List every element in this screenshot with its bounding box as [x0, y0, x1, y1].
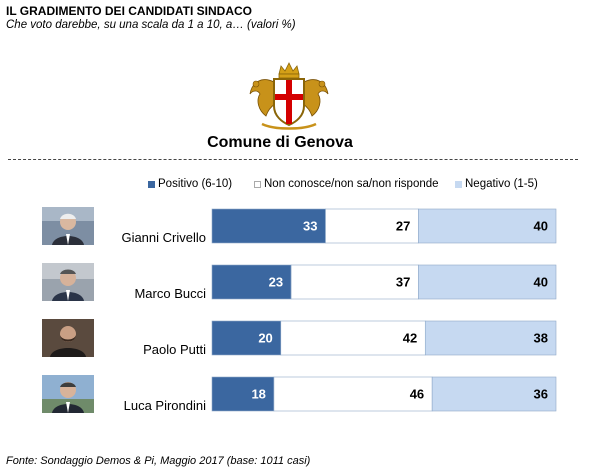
bar-positive — [211, 320, 282, 356]
data-label-negative: 40 — [534, 275, 548, 290]
bar-negative — [424, 320, 557, 356]
legend-swatch-neutral — [254, 180, 261, 188]
source-note: Fonte: Sondaggio Demos & Pi, Maggio 2017… — [6, 455, 311, 467]
divider — [8, 159, 578, 160]
data-label-positive: 18 — [251, 387, 265, 402]
candidate-name: Marco Bucci — [134, 286, 206, 301]
bar-neutral — [280, 320, 426, 356]
candidate-name: Gianni Crivello — [121, 230, 206, 245]
legend-item-negative: Negativo (1-5) — [455, 178, 538, 190]
bar-neutral — [325, 208, 419, 244]
candidate-name: Paolo Putti — [143, 342, 206, 357]
data-label-negative: 40 — [534, 219, 548, 234]
candidate-name: Luca Pirondini — [123, 398, 206, 413]
data-label-neutral: 42 — [403, 331, 417, 346]
logo-caption: Comune di Genova — [207, 134, 353, 151]
legend-label-neutral: Non conosce/non sa/non risponde — [264, 178, 439, 190]
legend-item-neutral: Non conosce/non sa/non risponde — [254, 178, 439, 190]
bar-negative — [431, 376, 557, 412]
bar-negative — [418, 208, 557, 244]
bar-neutral — [273, 376, 433, 412]
bars-plot: 33 27 40 23 37 40 20 42 38 18 46 36 — [211, 208, 557, 412]
data-label-neutral: 27 — [396, 219, 410, 234]
data-label-neutral: 46 — [410, 387, 424, 402]
comune-di-genova-crest-icon — [249, 62, 329, 130]
data-label-positive: 23 — [269, 275, 283, 290]
chart-subtitle: Che voto darebbe, su una scala da 1 a 10… — [6, 19, 296, 31]
legend-label-positive: Positivo (6-10) — [158, 178, 233, 190]
data-label-negative: 36 — [534, 387, 548, 402]
legend-label-negative: Negativo (1-5) — [465, 178, 538, 190]
bar-positive — [211, 264, 292, 300]
candidate-photo-icon — [42, 207, 94, 245]
legend-swatch-negative — [455, 180, 462, 188]
legend-item-positive: Positivo (6-10) — [148, 178, 232, 190]
chart-title: IL GRADIMENTO DEI CANDIDATI SINDACO — [6, 4, 253, 18]
data-label-positive: 20 — [258, 331, 272, 346]
data-label-positive: 33 — [303, 219, 317, 234]
candidate-photo-icon — [42, 375, 94, 413]
legend-swatch-positive — [148, 180, 155, 188]
data-label-neutral: 37 — [396, 275, 410, 290]
stacked-bar-chart: Gianni Crivello Marco Bucci Paolo Putti … — [0, 195, 600, 435]
bar-neutral — [290, 264, 419, 300]
bar-negative — [418, 264, 557, 300]
data-label-negative: 38 — [534, 331, 548, 346]
bar-positive — [211, 208, 326, 244]
candidate-photo-icon — [42, 319, 94, 357]
candidate-photo-icon — [42, 263, 94, 301]
